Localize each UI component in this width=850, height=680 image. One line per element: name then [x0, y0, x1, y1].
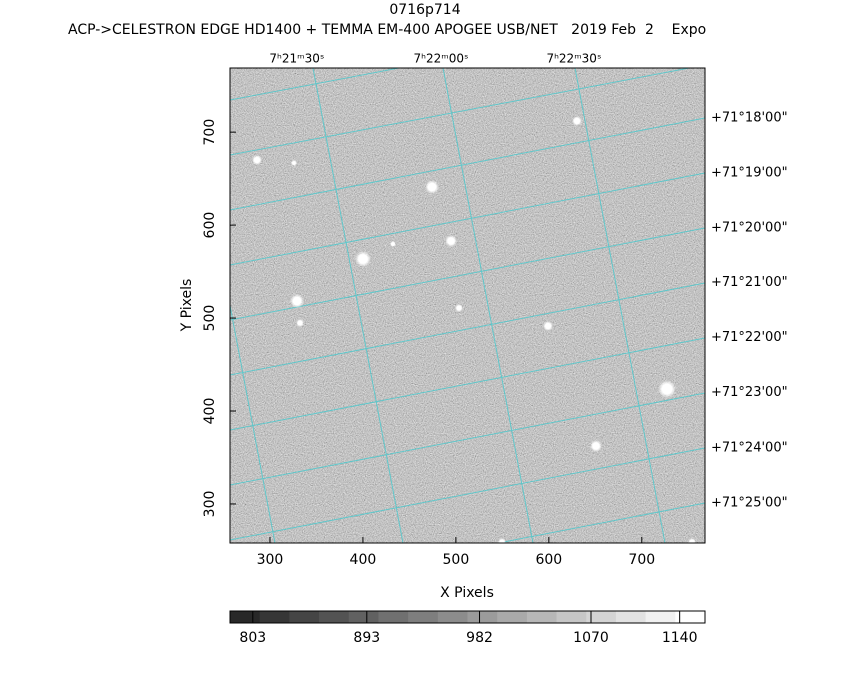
ra-tick-label: 7ʰ22ᵐ00ˢ — [414, 52, 469, 66]
y-tick-label: 300 — [202, 491, 218, 518]
colorbar-frame — [229, 610, 706, 624]
colorbar-segment — [259, 611, 290, 623]
colorbar-tick-label: 893 — [353, 630, 380, 646]
dec-tick-label: +71°20'00" — [711, 220, 788, 235]
ra-tick-label: 7ʰ22ᵐ30ˢ — [546, 52, 601, 66]
dec-tick-label: +71°21'00" — [711, 275, 788, 290]
x-tick-label: 600 — [535, 552, 562, 568]
colorbar-segment — [556, 611, 587, 623]
colorbar-tick-label: 1070 — [573, 630, 609, 646]
colorbar-tick-label: 982 — [466, 630, 493, 646]
title: 0716p714 — [389, 2, 460, 18]
colorbar-segment — [645, 611, 676, 623]
dec-tick-label: +71°24'00" — [711, 441, 788, 456]
colorbar-segment — [615, 611, 647, 623]
colorbar-segment — [289, 611, 320, 623]
colorbar-segment — [586, 611, 617, 623]
dec-tick-label: +71°25'00" — [711, 496, 788, 511]
x-tick-label: 400 — [350, 552, 377, 568]
y-tick-label: 700 — [202, 119, 218, 146]
dec-tick-label: +71°23'00" — [711, 385, 788, 400]
y-axis-label: Y Pixels — [179, 279, 195, 333]
y-tick-label: 400 — [202, 398, 218, 425]
stars — [252, 116, 696, 543]
colorbar-segment — [230, 611, 261, 623]
colorbar-segment — [675, 611, 706, 623]
colorbar-segment — [378, 611, 409, 623]
y-tick-label: 500 — [202, 305, 218, 332]
colorbar-segment — [319, 611, 350, 623]
dec-tick-label: +71°18'00" — [711, 111, 788, 126]
coordinate-grid — [230, 68, 705, 543]
dec-tick-label: +71°19'00" — [711, 166, 788, 181]
dec-tick-label: +71°22'00" — [711, 330, 788, 345]
x-tick-label: 300 — [257, 552, 284, 568]
colorbar-segment — [348, 611, 379, 623]
x-tick-label: 700 — [628, 552, 655, 568]
colorbar-tick-label: 803 — [239, 630, 266, 646]
colorbar — [230, 611, 706, 623]
subtitle: ACP->CELESTRON EDGE HD1400 + TEMMA EM-40… — [68, 22, 706, 38]
colorbar-segment — [526, 611, 558, 623]
x-axis-label: X Pixels — [440, 585, 494, 601]
colorbar-segment — [408, 611, 439, 623]
x-tick-label: 500 — [443, 552, 470, 568]
ra-tick-label: 7ʰ21ᵐ30ˢ — [269, 52, 324, 66]
plot-frame — [229, 67, 706, 544]
colorbar-segment — [437, 611, 468, 623]
colorbar-tick-label: 1140 — [662, 630, 698, 646]
colorbar-segment — [467, 611, 498, 623]
y-tick-label: 600 — [202, 212, 218, 239]
colorbar-segment — [497, 611, 528, 623]
image — [230, 68, 705, 543]
